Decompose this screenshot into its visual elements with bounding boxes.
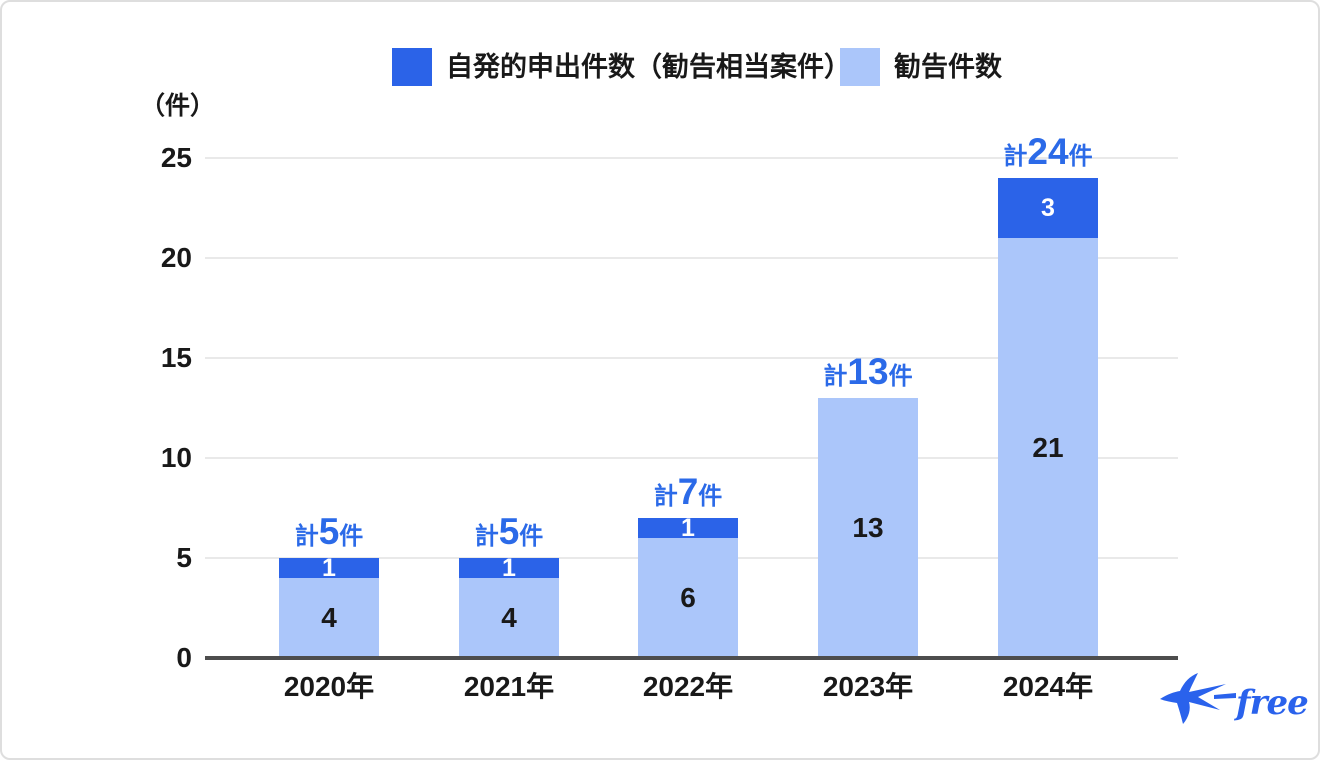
x-tick-label-2024年: 2024年 bbox=[1002, 671, 1094, 702]
gridline-20 bbox=[205, 257, 1178, 259]
y-tick-label-25: 25 bbox=[160, 142, 192, 173]
freee-logo: freee bbox=[1158, 672, 1320, 728]
bar-value-label: 1 bbox=[322, 553, 336, 582]
y-tick-label-10: 10 bbox=[160, 442, 192, 473]
y-tick-label-20: 20 bbox=[160, 242, 192, 273]
bar-value-label: 4 bbox=[321, 602, 337, 633]
y-axis-unit-label: （件） bbox=[140, 92, 216, 120]
legend-label-recommendation: 勧告件数 bbox=[894, 52, 1002, 82]
bar-segment-recommendation-2021年: 4 bbox=[459, 578, 559, 658]
gridline-25 bbox=[205, 157, 1178, 159]
x-tick-label-2020年: 2020年 bbox=[283, 671, 375, 702]
total-prefix: 計 bbox=[653, 483, 678, 510]
total-prefix: 計 bbox=[294, 523, 319, 550]
bar-segment-voluntary-2022年: 1 bbox=[638, 514, 738, 542]
y-tick-label-15: 15 bbox=[160, 342, 192, 373]
bar-segment-voluntary-2024年: 3 bbox=[998, 178, 1098, 238]
legend-swatch-voluntary bbox=[392, 48, 432, 86]
x-axis-line bbox=[205, 656, 1178, 660]
total-label-2023年: 計13件 bbox=[823, 353, 912, 390]
bar-value-label: 3 bbox=[1041, 193, 1055, 222]
total-prefix: 計 bbox=[1003, 143, 1028, 170]
total-label-2024年: 計24件 bbox=[1003, 133, 1092, 170]
bar-segment-recommendation-2020年: 4 bbox=[279, 578, 379, 658]
gridline-10 bbox=[205, 457, 1178, 459]
bar-segment-recommendation-2022年: 6 bbox=[638, 538, 738, 658]
freee-logo-text: freee bbox=[1234, 683, 1308, 723]
total-number: 13 bbox=[847, 351, 889, 392]
x-tick-label-2021年: 2021年 bbox=[463, 671, 555, 702]
bar-value-label: 13 bbox=[852, 512, 884, 543]
bar-segment-recommendation-2024年: 21 bbox=[998, 238, 1098, 658]
bar-segment-voluntary-2021年: 1 bbox=[459, 554, 559, 582]
total-number: 7 bbox=[677, 471, 699, 512]
total-suffix: 件 bbox=[339, 523, 364, 550]
total-number: 5 bbox=[318, 511, 340, 552]
total-label-2021年: 計5件 bbox=[475, 513, 544, 550]
total-prefix: 計 bbox=[823, 363, 848, 390]
legend-label-voluntary: 自発的申出件数（勧告相当案件） bbox=[446, 52, 851, 82]
total-suffix: 件 bbox=[519, 523, 544, 550]
total-suffix: 件 bbox=[888, 363, 913, 390]
bar-segment-recommendation-2023年: 13 bbox=[818, 398, 918, 658]
bar-value-label: 6 bbox=[680, 582, 696, 613]
x-tick-label-2022年: 2022年 bbox=[642, 671, 734, 702]
bar-value-label: 21 bbox=[1032, 432, 1064, 463]
bar-value-label: 4 bbox=[501, 602, 517, 633]
bar-segment-voluntary-2020年: 1 bbox=[279, 554, 379, 582]
total-prefix: 計 bbox=[474, 523, 499, 550]
swallow-bird-icon bbox=[1160, 673, 1236, 724]
legend-swatch-recommendation bbox=[840, 48, 880, 86]
bar-value-label: 1 bbox=[681, 513, 695, 542]
total-suffix: 件 bbox=[698, 483, 723, 510]
total-number: 24 bbox=[1027, 131, 1069, 172]
bar-value-label: 1 bbox=[502, 553, 516, 582]
total-suffix: 件 bbox=[1068, 143, 1093, 170]
y-tick-label-5: 5 bbox=[176, 542, 192, 573]
y-tick-label-0: 0 bbox=[176, 642, 192, 673]
x-tick-label-2023年: 2023年 bbox=[822, 671, 914, 702]
total-number: 5 bbox=[498, 511, 520, 552]
gridline-15 bbox=[205, 357, 1178, 359]
total-label-2020年: 計5件 bbox=[295, 513, 364, 550]
total-label-2022年: 計7件 bbox=[654, 473, 723, 510]
